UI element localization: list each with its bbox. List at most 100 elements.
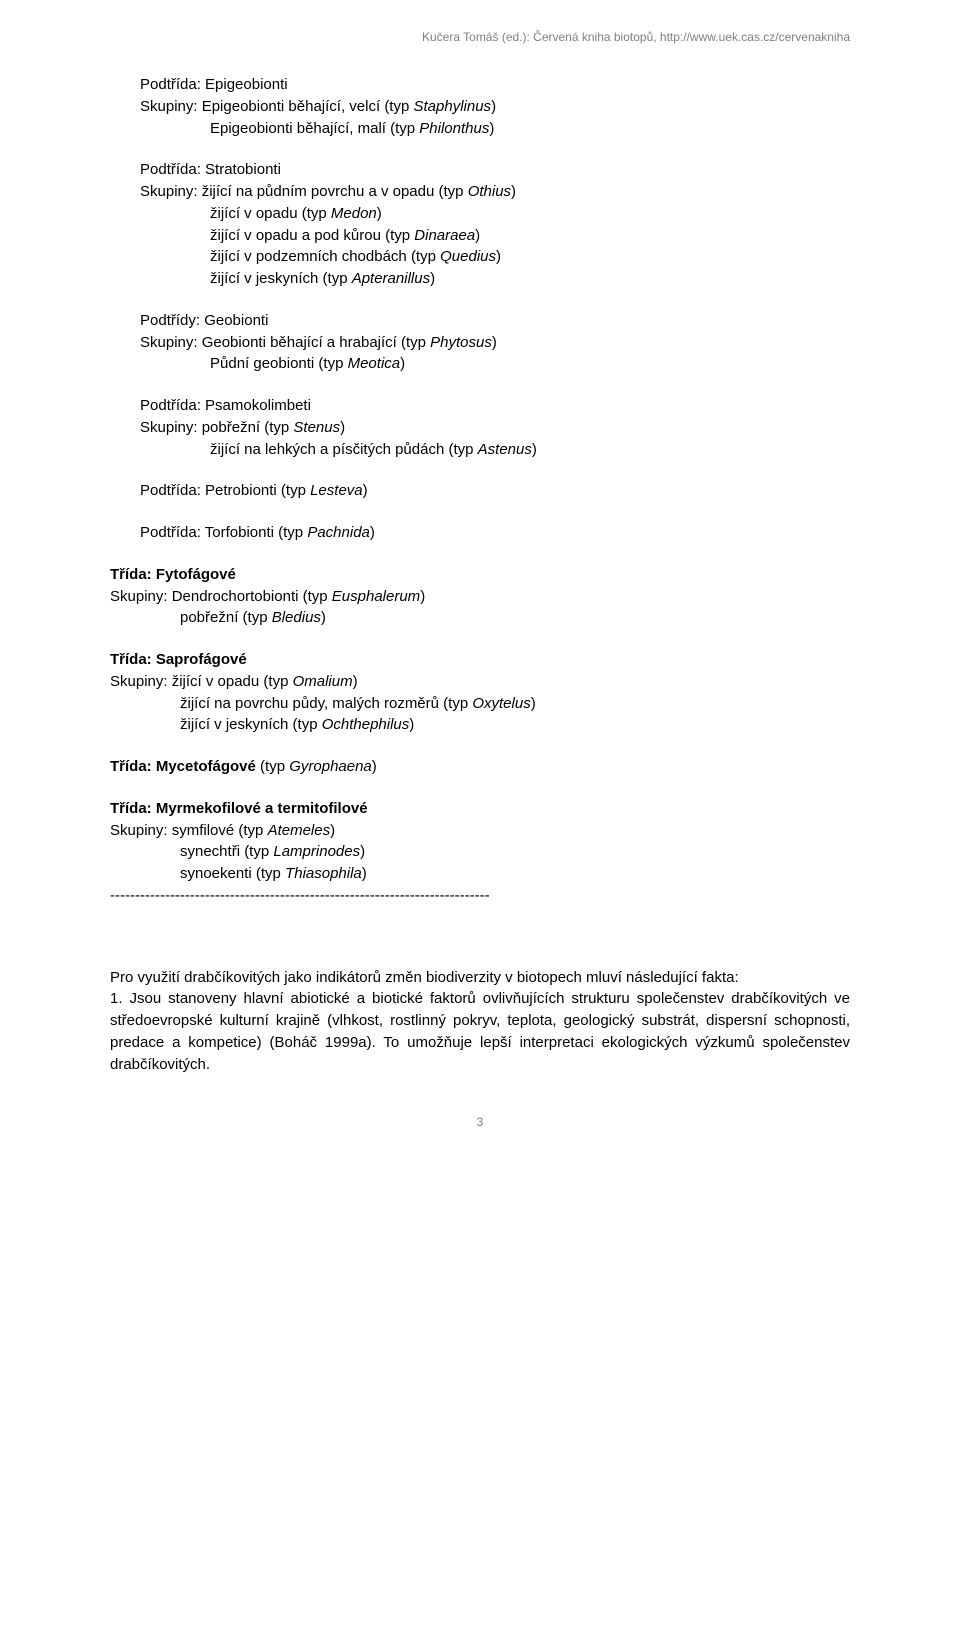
- text-run: žijící v jeskyních (typ: [180, 716, 322, 733]
- text-line: Skupiny: Geobionti běhající a hrabající …: [110, 332, 850, 354]
- text-run: Podtřídy: Geobionti: [140, 312, 268, 329]
- text-run: Skupiny: Epigeobionti běhající, velcí (t…: [140, 98, 414, 115]
- text-run: Půdní geobionti (typ: [210, 355, 348, 372]
- text-run: Ochthephilus: [322, 716, 410, 733]
- text-line: Třída: Mycetofágové (typ Gyrophaena): [110, 756, 850, 778]
- text-run: Quedius: [440, 248, 496, 265]
- text-run: Skupiny: Geobionti běhající a hrabající …: [140, 334, 430, 351]
- text-run: ): [377, 205, 382, 222]
- text-run: ): [511, 183, 516, 200]
- text-run: (typ: [256, 758, 289, 775]
- text-line: žijící v opadu a pod kůrou (typ Dinaraea…: [110, 225, 850, 247]
- text-line: Podtřída: Stratobionti: [110, 159, 850, 181]
- text-run: Oxytelus: [472, 695, 530, 712]
- text-run: ): [400, 355, 405, 372]
- text-run: Třída: Mycetofágové: [110, 758, 256, 775]
- text-run: ): [420, 588, 425, 605]
- text-run: Třída: Saprofágové: [110, 651, 247, 668]
- text-run: 1. Jsou stanoveny hlavní abiotické a bio…: [110, 990, 850, 1072]
- text-run: Podtřída: Stratobionti: [140, 161, 281, 178]
- text-run: Pachnida: [307, 524, 370, 541]
- section-block: Podtřída: Petrobionti (typ Lesteva): [110, 480, 850, 502]
- document-content: Podtřída: EpigeobiontiSkupiny: Epigeobio…: [110, 74, 850, 1075]
- text-run: Omalium: [293, 673, 353, 690]
- text-run: Podtřída: Torfobionti (typ: [140, 524, 307, 541]
- text-run: Skupiny: žijící na půdním povrchu a v op…: [140, 183, 468, 200]
- text-line: Skupiny: Epigeobionti běhající, velcí (t…: [110, 96, 850, 118]
- text-run: ): [372, 758, 377, 775]
- text-run: Gyrophaena: [289, 758, 372, 775]
- text-run: Astenus: [478, 441, 532, 458]
- text-line: Půdní geobionti (typ Meotica): [110, 353, 850, 375]
- text-run: ): [475, 227, 480, 244]
- text-run: Staphylinus: [414, 98, 492, 115]
- section-block: Třída: Mycetofágové (typ Gyrophaena): [110, 756, 850, 778]
- text-run: Podtřída: Psamokolimbeti: [140, 397, 311, 414]
- section-block: Podtřída: Psamokolimbeti Skupiny: pobřežn…: [110, 395, 850, 460]
- section-block: Třída: Fytofágové Skupiny: Dendrochortobi…: [110, 564, 850, 629]
- body-paragraph: Pro využití drabčíkovitých jako indikáto…: [110, 967, 850, 1076]
- section-block: Třída: Saprofágové Skupiny: žijící v opad…: [110, 649, 850, 736]
- separator-line: ----------------------------------------…: [110, 885, 850, 907]
- text-line: pobřežní (typ Bledius): [110, 607, 850, 629]
- text-line: žijící v podzemních chodbách (typ Quediu…: [110, 246, 850, 268]
- text-line: Skupiny: žijící v opadu (typ Omalium): [110, 671, 850, 693]
- text-run: žijící v jeskyních (typ: [210, 270, 352, 287]
- text-run: Thiasophila: [285, 865, 362, 882]
- text-run: Skupiny: symfilové (typ: [110, 822, 268, 839]
- text-run: Podtřída: Petrobionti (typ: [140, 482, 310, 499]
- text-run: ): [532, 441, 537, 458]
- text-run: Meotica: [348, 355, 401, 372]
- text-line: synechtři (typ Lamprinodes): [110, 841, 850, 863]
- text-line: Třída: Fytofágové: [110, 564, 850, 586]
- text-run: ): [370, 524, 375, 541]
- text-run: Apteranillus: [352, 270, 430, 287]
- text-run: ): [492, 334, 497, 351]
- page-number: 3: [110, 1115, 850, 1129]
- text-line: Podtřída: Petrobionti (typ Lesteva): [110, 480, 850, 502]
- text-line: synoekenti (typ Thiasophila): [110, 863, 850, 885]
- text-run: žijící v podzemních chodbách (typ: [210, 248, 440, 265]
- text-run: pobřežní (typ: [180, 609, 272, 626]
- text-run: Stenus: [293, 419, 340, 436]
- text-line: Podtřídy: Geobionti: [110, 310, 850, 332]
- text-run: Lesteva: [310, 482, 363, 499]
- text-run: Pro využití drabčíkovitých jako indikáto…: [110, 969, 739, 986]
- text-line: žijící na povrchu půdy, malých rozměrů (…: [110, 693, 850, 715]
- text-run: ): [321, 609, 326, 626]
- text-line: žijící v opadu (typ Medon): [110, 203, 850, 225]
- text-run: ): [531, 695, 536, 712]
- text-run: ): [496, 248, 501, 265]
- text-run: Phytosus: [430, 334, 492, 351]
- text-run: Eusphalerum: [332, 588, 420, 605]
- text-run: Třída: Myrmekofilové a termitofilové: [110, 800, 368, 817]
- text-run: ): [362, 865, 367, 882]
- text-line: žijící v jeskyních (typ Apteranillus): [110, 268, 850, 290]
- paragraph-line: Pro využití drabčíkovitých jako indikáto…: [110, 967, 850, 989]
- text-line: Skupiny: pobřežní (typ Stenus): [110, 417, 850, 439]
- text-run: žijící na lehkých a písčitých půdách (ty…: [210, 441, 478, 458]
- section-block: Podtřída: Stratobionti Skupiny: žijící na…: [110, 159, 850, 290]
- text-run: ): [409, 716, 414, 733]
- text-run: synoekenti (typ: [180, 865, 285, 882]
- text-line: Skupiny: žijící na půdním povrchu a v op…: [110, 181, 850, 203]
- text-run: Bledius: [272, 609, 321, 626]
- text-run: žijící v opadu (typ: [210, 205, 331, 222]
- text-line: žijící na lehkých a písčitých půdách (ty…: [110, 439, 850, 461]
- section-block: Podtřída: Torfobionti (typ Pachnida): [110, 522, 850, 544]
- text-run: Třída: Fytofágové: [110, 566, 236, 583]
- text-run: ): [340, 419, 345, 436]
- text-run: ): [491, 98, 496, 115]
- text-run: Skupiny: žijící v opadu (typ: [110, 673, 293, 690]
- text-line: žijící v jeskyních (typ Ochthephilus): [110, 714, 850, 736]
- text-line: Skupiny: symfilové (typ Atemeles): [110, 820, 850, 842]
- text-run: Skupiny: Dendrochortobionti (typ: [110, 588, 332, 605]
- text-run: Skupiny: pobřežní (typ: [140, 419, 293, 436]
- text-line: Třída: Myrmekofilové a termitofilové: [110, 798, 850, 820]
- text-line: Skupiny: Dendrochortobionti (typ Eusphal…: [110, 586, 850, 608]
- text-run: ): [353, 673, 358, 690]
- section-block: Podtřída: EpigeobiontiSkupiny: Epigeobio…: [110, 74, 850, 139]
- text-line: Podtřída: Torfobionti (typ Pachnida): [110, 522, 850, 544]
- text-run: ): [330, 822, 335, 839]
- text-run: Philonthus: [419, 120, 489, 137]
